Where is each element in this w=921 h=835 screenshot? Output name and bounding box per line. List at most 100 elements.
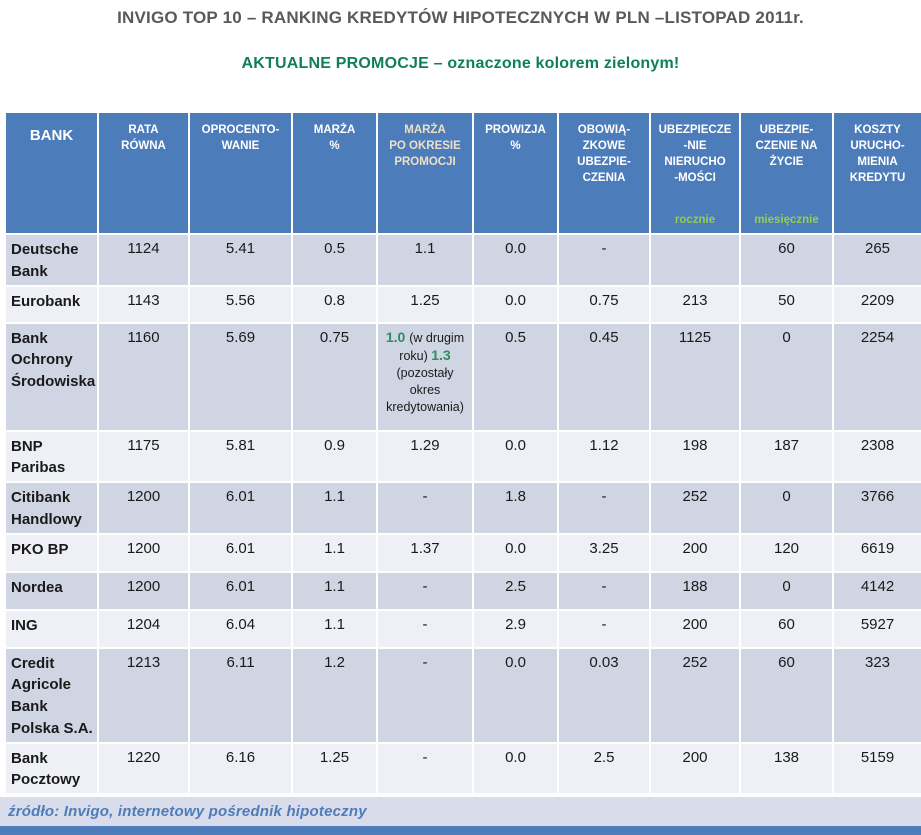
table-cell: 6.11 xyxy=(188,646,293,744)
table-cell: 200 xyxy=(649,532,741,573)
table-cell: 1.2 xyxy=(291,646,378,744)
column-header: MARŻA % xyxy=(291,111,378,235)
bank-name-cell: Citibank Handlowy xyxy=(4,481,99,535)
table-cell: 1.12 xyxy=(557,429,651,483)
bank-name-cell: Bank Pocztowy xyxy=(4,741,99,795)
table-cell: 138 xyxy=(739,741,834,795)
promo-value: 1.0 xyxy=(385,328,410,345)
table-cell: 1200 xyxy=(97,570,190,611)
table-cell: - xyxy=(557,481,651,535)
table-cell: 5159 xyxy=(832,741,921,795)
table-cell: 0.0 xyxy=(472,532,559,573)
table-cell: 1125 xyxy=(649,321,741,432)
page: INVIGO TOP 10 – RANKING KREDYTÓW HIPOTEC… xyxy=(0,8,921,835)
promo-value: 1.3 xyxy=(431,347,451,364)
table-cell: 1.37 xyxy=(376,532,474,573)
table-row: Deutsche Bank 1124 5.41 0.5 1.1 0.0- 60 265 xyxy=(4,233,921,287)
table-cell: 213 xyxy=(649,284,741,324)
table-cell: 1.8 xyxy=(472,481,559,535)
column-header: BANK xyxy=(4,111,99,235)
table-cell: - xyxy=(376,741,474,795)
table-cell: - xyxy=(376,570,474,611)
table-row: Bank Ochrony Środowiska 1160 5.69 0.75 1.0 (… xyxy=(4,321,921,432)
table-row: Credit Agricole Bank Polska S.A. 1213 6.11… xyxy=(4,646,921,744)
source-row: źródło: Invigo, internetowy pośrednik hi… xyxy=(0,797,921,826)
table-cell: 200 xyxy=(649,608,741,649)
table-cell: 1.1 xyxy=(376,233,474,287)
source-note: źródło: Invigo, internetowy pośrednik hi… xyxy=(8,803,367,820)
table-cell: 187 xyxy=(739,429,834,483)
table-cell: 4142 xyxy=(832,570,921,611)
table-cell: 2254 xyxy=(832,321,921,432)
table-cell: - xyxy=(557,570,651,611)
table-cell: - xyxy=(376,646,474,744)
bank-name-cell: Deutsche Bank xyxy=(4,233,99,287)
table-cell: 1.25 xyxy=(291,741,378,795)
table-cell: 1213 xyxy=(97,646,190,744)
table-cell: 0.8 xyxy=(291,284,378,324)
table-cell: 252 xyxy=(649,481,741,535)
table-cell: 0.0 xyxy=(472,233,559,287)
table-cell: 0.03 xyxy=(557,646,651,744)
table-cell: 0.0 xyxy=(472,429,559,483)
table-cell: 0.0 xyxy=(472,284,559,324)
column-sublabel: rocznie xyxy=(674,213,716,226)
table-cell: 3766 xyxy=(832,481,921,535)
table-cell: 323 xyxy=(832,646,921,744)
header-row: BANK RATA RÓWNA OPROCENTO- WANIE MARŻA % MAR… xyxy=(4,111,921,235)
column-header: OPROCENTO- WANIE xyxy=(188,111,293,235)
column-header: RATA RÓWNA xyxy=(97,111,190,235)
table-cell: 1.1 xyxy=(291,481,378,535)
table-cell: 60 xyxy=(739,608,834,649)
table-cell: 60 xyxy=(739,646,834,744)
table-cell: 1160 xyxy=(97,321,190,432)
table-cell: 2209 xyxy=(832,284,921,324)
table-cell: 0.45 xyxy=(557,321,651,432)
table-cell: 265 xyxy=(832,233,921,287)
table-cell: 0.5 xyxy=(291,233,378,287)
page-subtitle: AKTUALNE PROMOCJE – oznaczone kolorem zi… xyxy=(241,55,680,72)
column-header: PROWIZJA % xyxy=(472,111,559,235)
column-sublabel: miesięcznie xyxy=(754,213,819,226)
table-cell: 50 xyxy=(739,284,834,324)
table-cell: 1.1 xyxy=(291,532,378,573)
table-cell: 1200 xyxy=(97,532,190,573)
table-cell: 2.5 xyxy=(472,570,559,611)
table-cell: 0.75 xyxy=(557,284,651,324)
bottom-bar xyxy=(0,826,921,835)
table-header: BANK RATA RÓWNA OPROCENTO- WANIE MARŻA % MAR… xyxy=(4,111,921,235)
table-cell: 5.69 xyxy=(188,321,293,432)
table-cell: 5927 xyxy=(832,608,921,649)
bank-name-cell: Bank Ochrony Środowiska xyxy=(4,321,99,432)
table-row: Eurobank 1143 5.56 0.8 1.25 0.0 0.75 213 50 2209 xyxy=(4,284,921,324)
table-cell: 0.0 xyxy=(472,646,559,744)
column-header: UBEZPIECZE -NIE NIERUCHO -MOŚCI rocznie xyxy=(649,111,741,235)
bank-name-cell: Nordea xyxy=(4,570,99,611)
table-cell: 198 xyxy=(649,429,741,483)
table-cell: 6.01 xyxy=(188,570,293,611)
page-title: INVIGO TOP 10 – RANKING KREDYTÓW HIPOTEC… xyxy=(117,8,804,27)
table-cell: 0 xyxy=(739,321,834,432)
table-cell: 6.01 xyxy=(188,532,293,573)
cell-text: (pozostały okres kredytowania) xyxy=(386,366,464,415)
table-cell: - xyxy=(557,608,651,649)
table-cell: 5.41 xyxy=(188,233,293,287)
table-cell: 2.5 xyxy=(557,741,651,795)
column-header: OBOWIĄ- ZKOWE UBEZPIE- CZENIA xyxy=(557,111,651,235)
table-row: BNP Paribas 1175 5.81 0.9 1.29 0.0 1.12 198 187 2… xyxy=(4,429,921,483)
table-row: PKO BP 1200 6.01 1.1 1.37 0.0 3.25 200 120 6619 xyxy=(4,532,921,573)
table-cell: 5.81 xyxy=(188,429,293,483)
table-cell: 1.29 xyxy=(376,429,474,483)
table-cell: 2308 xyxy=(832,429,921,483)
table-cell: 1143 xyxy=(97,284,190,324)
table-cell: 1.1 xyxy=(291,570,378,611)
table-cell: 252 xyxy=(649,646,741,744)
table-cell: 0.9 xyxy=(291,429,378,483)
table-cell: 1200 xyxy=(97,481,190,535)
table-row: Bank Pocztowy 1220 6.16 1.25-0.0 2.5 200 138 51… xyxy=(4,741,921,795)
table-cell: 120 xyxy=(739,532,834,573)
table-cell: 0 xyxy=(739,570,834,611)
table-cell: 1220 xyxy=(97,741,190,795)
bank-name-cell: BNP Paribas xyxy=(4,429,99,483)
table-cell: - xyxy=(376,608,474,649)
